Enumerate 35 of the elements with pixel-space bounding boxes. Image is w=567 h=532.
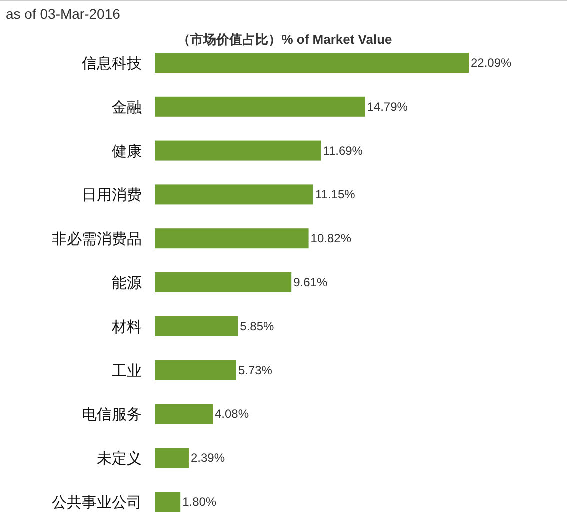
- bar: [155, 448, 189, 468]
- y-tick-label: 能源: [112, 275, 142, 292]
- bar: [155, 53, 469, 73]
- y-tick-label: 材料: [111, 318, 142, 336]
- y-tick-label: 未定义: [97, 450, 142, 468]
- y-tick-label: 日用消费: [82, 187, 142, 204]
- bar: [155, 360, 236, 380]
- chart-title: （市场价值占比）% of Market Value: [178, 32, 392, 47]
- data-label: 11.15%: [315, 188, 356, 202]
- data-label: 10.82%: [310, 232, 352, 246]
- bar: [155, 96, 366, 117]
- data-label: 14.79%: [367, 100, 408, 114]
- data-label: 5.73%: [238, 363, 273, 378]
- data-label: 11.69%: [323, 144, 364, 158]
- y-tick-label: 电信服务: [82, 406, 142, 424]
- bar: [155, 228, 309, 249]
- bar: [155, 404, 213, 424]
- y-tick-label: 信息科技: [82, 56, 142, 72]
- bar: [155, 184, 314, 205]
- data-label: 9.61%: [294, 276, 328, 290]
- y-tick-label: 公共事业公司: [52, 494, 142, 512]
- bar: [155, 140, 322, 161]
- data-label: 2.39%: [190, 451, 226, 466]
- y-tick-label: 非必需消费品: [52, 231, 142, 248]
- y-tick-label: 金融: [112, 99, 142, 116]
- text: as of 03-Mar-2016: [6, 6, 121, 22]
- data-label: 1.80%: [182, 495, 217, 509]
- y-tick-label: 工业: [112, 362, 142, 380]
- data-label: 5.85%: [240, 319, 275, 334]
- bar: [155, 316, 238, 336]
- data-label: 4.08%: [214, 407, 250, 422]
- data-label: 22.09%: [471, 56, 512, 70]
- y-tick-label: 健康: [112, 143, 142, 160]
- bar: [155, 272, 292, 292]
- bar: [155, 492, 181, 512]
